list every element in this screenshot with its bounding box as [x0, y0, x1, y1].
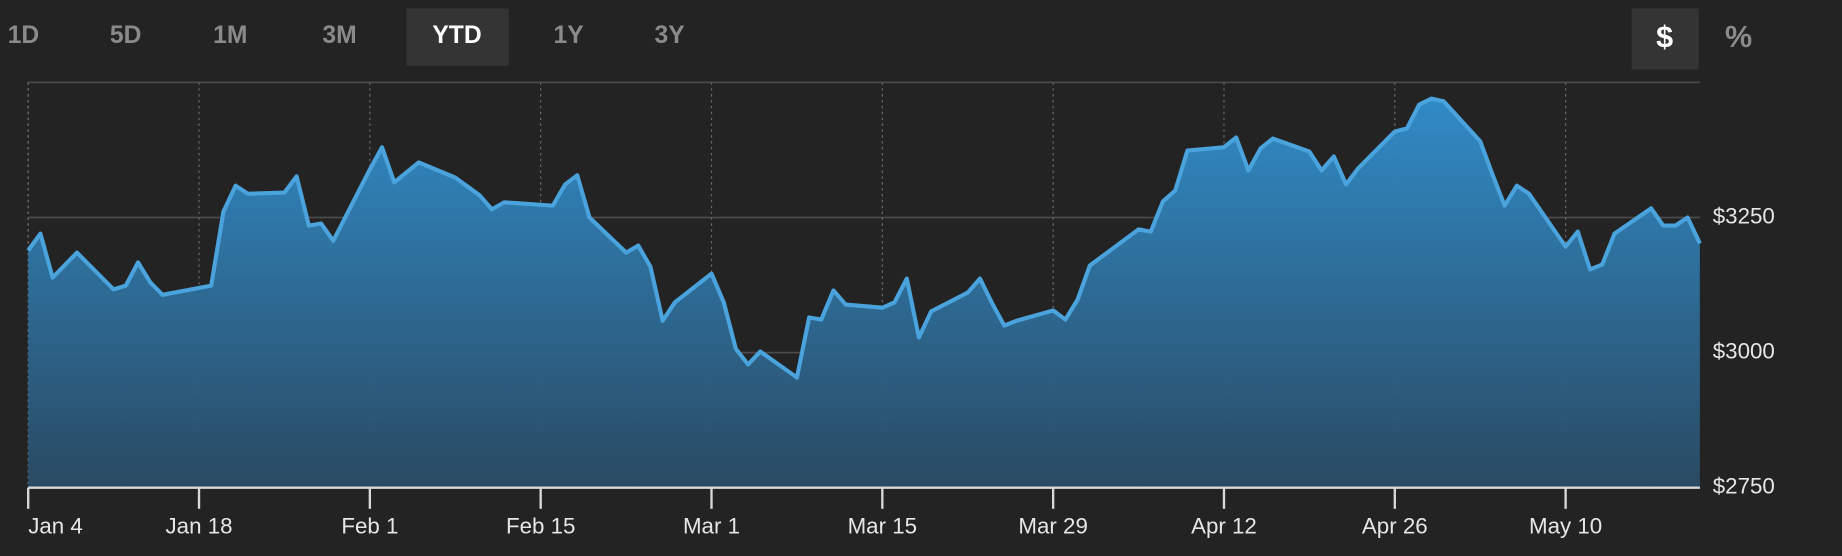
- range-button-bg: [406, 8, 509, 66]
- range-button[interactable]: 1M: [213, 22, 247, 49]
- y-tick-label: $2750: [1713, 474, 1775, 499]
- x-tick-label: Apr 26: [1362, 514, 1428, 539]
- range-button[interactable]: 3M: [322, 22, 356, 49]
- area: [28, 98, 1700, 488]
- x-tick-label: Feb 1: [341, 514, 398, 539]
- price-line: [26, 96, 1702, 380]
- y-tick-label: $3000: [1713, 338, 1775, 363]
- x-tick-label: Apr 12: [1191, 514, 1257, 539]
- range-button[interactable]: 5D: [110, 22, 142, 49]
- x-tick-label: May 10: [1529, 514, 1602, 539]
- y-tick-label: $3250: [1713, 203, 1775, 228]
- unit-button[interactable]: %: [1725, 20, 1752, 54]
- unit-button-bg: [1631, 8, 1699, 70]
- x-tick-label: Mar 1: [683, 514, 740, 539]
- x-tick-label: Mar 29: [1018, 514, 1087, 539]
- x-tick-label: Mar 15: [848, 514, 917, 539]
- range-button[interactable]: 3Y: [655, 22, 686, 49]
- range-button[interactable]: 1Y: [553, 22, 584, 49]
- x-tick-label: Feb 15: [506, 514, 575, 539]
- x-tick-label: Jan 4: [28, 514, 83, 539]
- unit-button[interactable]: $: [1656, 20, 1673, 54]
- range-button[interactable]: 1D: [8, 22, 40, 49]
- range-button[interactable]: YTD: [432, 22, 481, 49]
- x-tick-label: Jan 18: [166, 514, 233, 539]
